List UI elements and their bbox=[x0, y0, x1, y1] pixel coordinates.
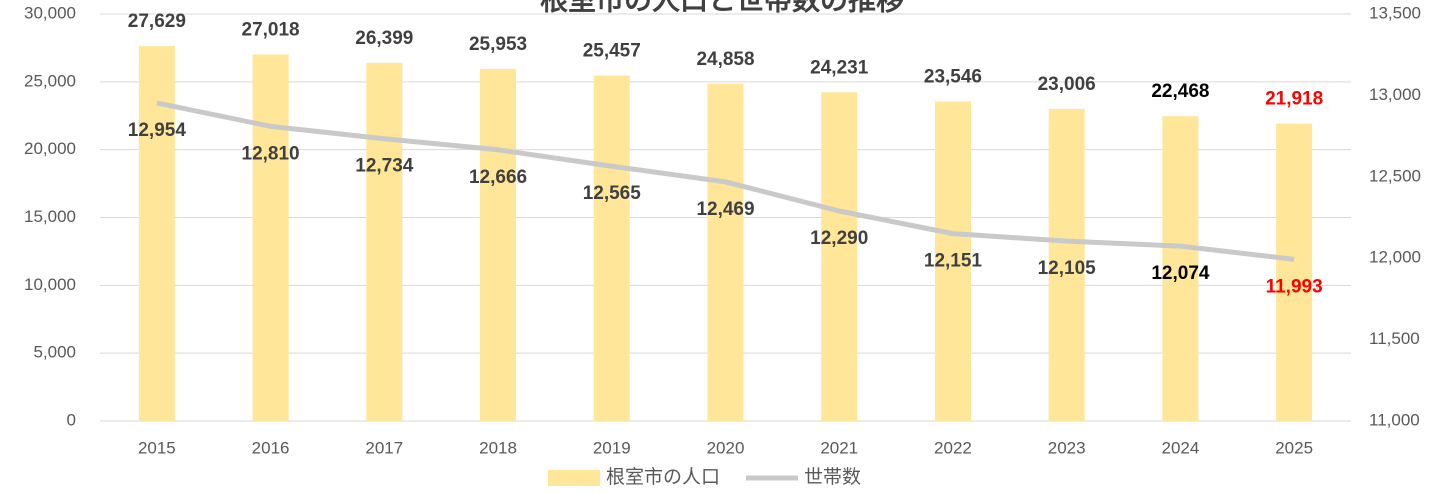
legend-label: 世帯数 bbox=[804, 466, 861, 488]
data-label: 12,469 bbox=[696, 199, 754, 220]
data-label: 12,290 bbox=[810, 228, 868, 249]
x-tick-label: 2025 bbox=[1275, 438, 1313, 457]
x-tick-label: 2022 bbox=[934, 438, 972, 457]
data-label: 24,231 bbox=[810, 57, 869, 78]
data-label: 22,468 bbox=[1151, 81, 1209, 102]
data-label: 12,074 bbox=[1151, 263, 1210, 284]
bar bbox=[366, 62, 403, 421]
data-label: 25,953 bbox=[469, 34, 527, 55]
y2-tick-label: 11,500 bbox=[1369, 329, 1420, 348]
y2-tick-label: 11,000 bbox=[1369, 410, 1420, 429]
y-tick-label: 10,000 bbox=[24, 275, 76, 294]
y2-tick-label: 12,000 bbox=[1369, 248, 1421, 267]
data-label: 12,954 bbox=[128, 120, 187, 141]
data-label: 11,993 bbox=[1266, 276, 1323, 297]
y2-tick-label: 12,500 bbox=[1369, 166, 1421, 185]
data-label: 12,734 bbox=[355, 156, 414, 177]
x-tick-label: 2018 bbox=[479, 438, 517, 457]
data-label: 12,666 bbox=[469, 167, 527, 188]
bar bbox=[480, 68, 517, 421]
bar bbox=[707, 83, 744, 421]
bar bbox=[1162, 116, 1199, 421]
data-label: 21,918 bbox=[1265, 89, 1323, 110]
bar bbox=[138, 46, 175, 421]
y-tick-label: 30,000 bbox=[24, 3, 76, 22]
bar bbox=[252, 54, 289, 421]
data-label: 12,151 bbox=[924, 251, 983, 272]
x-tick-label: 2021 bbox=[820, 438, 858, 457]
bar bbox=[934, 101, 971, 421]
y-tick-label: 20,000 bbox=[24, 139, 76, 158]
data-label: 24,858 bbox=[696, 49, 754, 70]
data-label: 12,565 bbox=[583, 183, 642, 204]
x-tick-label: 2016 bbox=[252, 438, 290, 457]
x-tick-label: 2015 bbox=[138, 438, 176, 457]
legend-swatch bbox=[548, 470, 600, 486]
bar bbox=[821, 92, 858, 421]
x-tick-label: 2017 bbox=[365, 438, 403, 457]
y-tick-label: 15,000 bbox=[24, 207, 76, 226]
y-tick-label: 25,000 bbox=[24, 71, 76, 90]
legend-label: 根室市の人口 bbox=[606, 466, 720, 488]
x-tick-label: 2020 bbox=[707, 438, 745, 457]
data-label: 27,629 bbox=[128, 11, 186, 32]
y2-tick-label: 13,500 bbox=[1369, 3, 1421, 22]
bar bbox=[1276, 123, 1313, 421]
data-label: 25,457 bbox=[583, 41, 641, 62]
data-label: 12,810 bbox=[242, 143, 300, 164]
bar bbox=[1048, 108, 1085, 422]
data-label: 27,018 bbox=[242, 19, 300, 40]
x-tick-label: 2019 bbox=[593, 438, 631, 457]
line bbox=[156, 100, 1295, 262]
chart-title: 根室市の人口と世帯数の推移 bbox=[540, 0, 904, 15]
data-label: 26,399 bbox=[355, 28, 413, 49]
bar bbox=[593, 75, 630, 422]
x-tick-label: 2024 bbox=[1161, 438, 1199, 457]
y-tick-label: 5,000 bbox=[33, 343, 76, 362]
data-label: 23,546 bbox=[924, 67, 982, 88]
data-label: 23,006 bbox=[1038, 74, 1096, 95]
x-tick-label: 2023 bbox=[1048, 438, 1086, 457]
y2-tick-label: 13,000 bbox=[1369, 85, 1421, 104]
y-tick-label: 0 bbox=[67, 410, 76, 429]
data-label: 12,105 bbox=[1038, 258, 1097, 279]
